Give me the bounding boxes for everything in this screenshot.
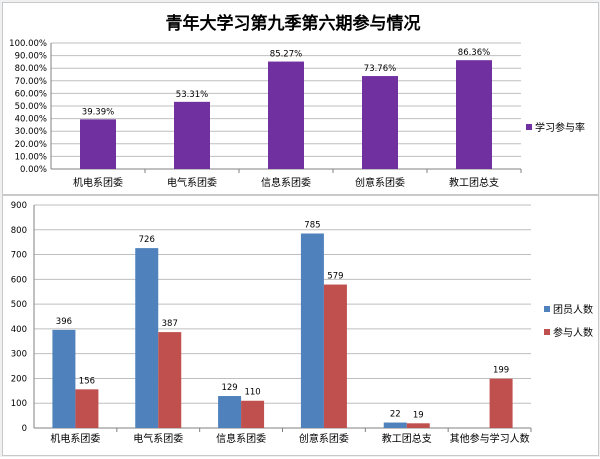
member-count-chart: 0 100 200 300 400 500 600 700 800 900 396 156 726 38…: [11, 201, 593, 445]
bar-members[interactable]: [135, 248, 159, 428]
y-tick-label: 10.00%: [15, 152, 47, 162]
data-label: 726: [139, 235, 155, 245]
bar-participation-rate[interactable]: [362, 76, 398, 169]
data-label: 387: [162, 319, 178, 329]
y-tick-label: 100.00%: [9, 39, 47, 49]
y-tick-label: 50.00%: [15, 102, 47, 112]
member-count-chart-panel[interactable]: 0 100 200 300 400 500 600 700 800 900 396 156 726 38…: [2, 195, 599, 456]
bar-members[interactable]: [383, 422, 407, 428]
data-label: 86.36%: [458, 48, 490, 58]
x-tick-label: 电气系团委: [133, 432, 183, 445]
y-tick-label: 400: [11, 325, 27, 335]
data-label: 110: [244, 388, 260, 398]
y-tick-label: 800: [11, 226, 27, 236]
x-tick-label: 创意系团委: [355, 176, 405, 189]
x-tick-label: 创意系团委: [299, 432, 349, 445]
data-label: 579: [327, 272, 343, 282]
y-tick-label: 600: [11, 275, 27, 285]
y-tick-label: 0.00%: [20, 165, 47, 175]
y-tick-label: 60.00%: [15, 89, 47, 99]
data-label: 19: [413, 410, 424, 420]
chart-title: 青年大学习第九季第六期参与情况: [166, 13, 421, 34]
data-label: 199: [493, 366, 509, 376]
bar-participation-rate[interactable]: [174, 101, 210, 169]
data-label: 39.39%: [82, 107, 114, 117]
bar-participants[interactable]: [323, 284, 347, 428]
data-label: 396: [56, 317, 72, 327]
x-tick-label: 教工团总支: [449, 176, 499, 189]
legend-label-participation-rate: 学习参与率: [535, 121, 585, 134]
bar-members[interactable]: [300, 233, 324, 428]
y-tick-label: 700: [11, 251, 27, 261]
legend-label-participants: 参与人数: [553, 326, 593, 339]
bar-participants[interactable]: [158, 332, 182, 428]
participation-rate-chart-panel[interactable]: 青年大学习第九季第六期参与情况 0.00% 10.00% 20.00% 30.00% 4…: [2, 2, 599, 195]
legend-swatch-participants: [544, 329, 550, 335]
data-label: 156: [79, 376, 95, 386]
x-tick-label: 信息系团委: [261, 176, 311, 189]
bar-participation-rate[interactable]: [456, 60, 492, 169]
y-tick-label: 100: [11, 399, 27, 409]
bar-members[interactable]: [218, 396, 242, 428]
data-label: 85.27%: [270, 50, 302, 60]
y-tick-label: 80.00%: [15, 64, 47, 74]
participation-rate-chart: 青年大学习第九季第六期参与情况 0.00% 10.00% 20.00% 30.00% 4…: [9, 13, 585, 189]
bar-participants[interactable]: [241, 400, 265, 428]
bar-participants[interactable]: [406, 423, 430, 428]
x-tick-label: 电气系团委: [167, 176, 217, 189]
y-tick-label: 900: [11, 201, 27, 211]
data-label: 22: [390, 410, 401, 420]
bar-participation-rate[interactable]: [268, 61, 304, 169]
bar-members[interactable]: [52, 329, 76, 428]
data-label: 129: [221, 383, 237, 393]
legend-swatch-members: [544, 306, 550, 312]
x-tick-label: 信息系团委: [216, 432, 266, 445]
x-tick-label: 机电系团委: [73, 176, 123, 189]
y-tick-label: 90.00%: [15, 52, 47, 62]
x-tick-label: 机电系团委: [50, 432, 100, 445]
legend-label-members: 团员人数: [553, 303, 593, 316]
bar-participation-rate[interactable]: [80, 119, 116, 169]
bar-participants[interactable]: [75, 389, 99, 428]
y-tick-label: 30.00%: [15, 127, 47, 137]
y-tick-label: 200: [11, 374, 27, 384]
x-tick-label: 教工团总支: [382, 432, 432, 445]
y-tick-label: 300: [11, 350, 27, 360]
data-label: 53.31%: [176, 90, 208, 100]
legend-swatch-participation-rate: [526, 124, 532, 130]
data-label: 785: [304, 220, 320, 230]
y-tick-label: 40.00%: [15, 115, 47, 125]
bar-participants[interactable]: [489, 378, 513, 428]
y-tick-label: 20.00%: [15, 140, 47, 150]
x-tick-label: 其他参与学习人数: [450, 432, 530, 445]
y-tick-label: 500: [11, 300, 27, 310]
y-tick-label: 70.00%: [15, 77, 47, 87]
data-label: 73.76%: [364, 64, 396, 74]
y-tick-label: 0: [22, 424, 27, 434]
